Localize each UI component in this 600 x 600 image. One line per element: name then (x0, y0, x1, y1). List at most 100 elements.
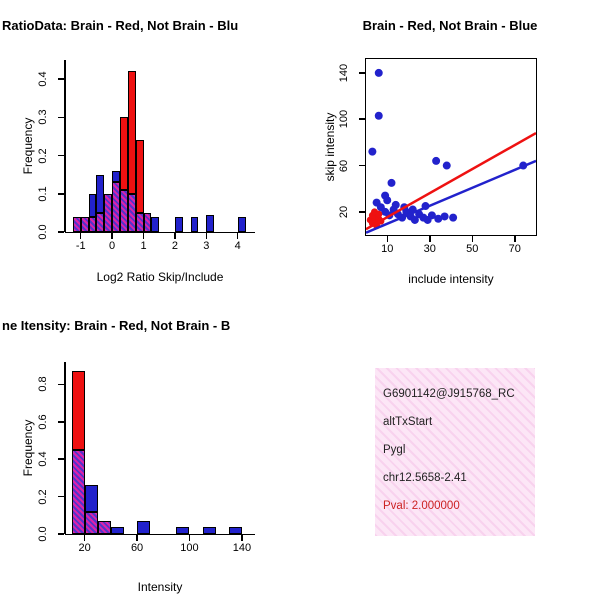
not-brain-point (374, 68, 383, 77)
x-tick-label: 4 (234, 240, 241, 252)
x-tick-mark (111, 233, 113, 239)
y-tick-label: 0.8 (36, 376, 49, 393)
not-brain-point (383, 196, 392, 205)
y-tick-label: 0.4 (36, 71, 49, 87)
hist-bar-overlap (97, 520, 111, 534)
hist-bar (137, 520, 151, 534)
x-tick-label: 2 (171, 240, 178, 252)
y-tick-mark (58, 533, 64, 535)
hist-bar (237, 216, 246, 232)
x-axis-label: Intensity (137, 580, 183, 594)
scatter-svg (366, 68, 536, 234)
not-brain-point (440, 212, 449, 221)
hist-bar (228, 527, 242, 534)
x-axis-label: include intensity (408, 272, 494, 286)
info-box: G6901142@J915768_RC altTxStart Pygl chr1… (375, 368, 535, 536)
y-axis-label: Frequency (21, 117, 35, 175)
hist-bar (84, 485, 98, 512)
hist-bar (151, 216, 160, 232)
x-tick-label: 0 (109, 240, 116, 252)
y-tick-label: 0.2 (36, 488, 49, 505)
y-tick-label: 0.1 (36, 186, 49, 202)
hist-bar (202, 527, 216, 534)
x-tick-mark (429, 236, 431, 242)
hist-bar-overlap (104, 193, 113, 232)
hist-bar (88, 193, 97, 217)
y-tick-mark (58, 383, 64, 386)
hist-bar (71, 371, 85, 450)
hist-bar (96, 174, 105, 213)
y-tick-label: 0.2 (36, 147, 49, 164)
y-axis-line (64, 60, 66, 232)
hist-bar-overlap (72, 216, 81, 232)
hist-bar (206, 214, 215, 232)
x-tick-mark (79, 233, 82, 239)
not-brain-point (427, 211, 436, 220)
y-tick-label: 60 (337, 159, 350, 172)
x-tick-mark (136, 535, 138, 541)
y-tick-mark (58, 116, 64, 119)
x-tick-mark (205, 233, 208, 239)
info-line-pval: Pval: 2.000000 (383, 500, 460, 512)
x-tick-mark (241, 535, 243, 541)
not-brain-point (434, 214, 443, 223)
y-tick-label: 0.4 (36, 451, 49, 467)
x-tick-label: 10 (381, 243, 394, 255)
hist-bar-overlap (112, 182, 120, 232)
chart-title: ne Itensity: Brain - Red, Not Brain - B (2, 318, 231, 333)
not-brain-point (432, 156, 441, 165)
x-axis-label: Log2 Ratio Skip/Include (96, 270, 224, 284)
not-brain-point (410, 215, 419, 224)
not-brain-point (442, 161, 451, 170)
y-tick-mark (58, 78, 64, 80)
hist-bar-overlap (80, 216, 89, 232)
plot-area-ratio-histogram: -1 0 1 2 3 4 0.0 0.1 0.2 0.3 0.4 (37, 60, 255, 252)
hist-bar (176, 527, 190, 534)
x-tick-mark (188, 535, 191, 541)
panel-scatter: Brain - Red, Not Brain - Blue skip inten… (300, 0, 600, 300)
x-tick-label: 50 (466, 243, 479, 255)
hist-bar (119, 117, 128, 190)
y-tick-mark (58, 154, 64, 157)
hist-bar (174, 216, 183, 232)
hist-bar (135, 140, 144, 213)
plot-area-gene-histogram: 20 60 100 140 0.0 0.2 0.4 0.6 0.8 (37, 362, 255, 554)
x-tick-label: 140 (232, 542, 252, 554)
x-axis-line (65, 231, 255, 233)
x-tick-label: 20 (78, 542, 91, 554)
x-tick-mark (236, 233, 239, 239)
y-tick-mark (359, 164, 365, 167)
hist-bar (190, 216, 199, 232)
red-fit-line (366, 132, 536, 231)
not-brain-point (387, 178, 396, 187)
plot-area-scatter: 10 30 50 70 20 60 100 140 (338, 58, 537, 255)
x-tick-label: 70 (508, 243, 521, 255)
y-axis-line (64, 362, 66, 534)
hist-bar-overlap (84, 511, 98, 534)
y-tick-mark (359, 72, 365, 74)
y-tick-mark (359, 211, 365, 213)
info-line-gene: Pygl (383, 444, 406, 456)
y-tick-label: 0.0 (36, 526, 49, 542)
x-tick-mark (514, 236, 516, 242)
hist-bar (127, 71, 136, 194)
info-line-event-type: altTxStart (383, 416, 433, 428)
y-tick-label: 0.0 (36, 224, 49, 240)
hist-bar (112, 170, 120, 183)
x-tick-mark (174, 233, 176, 239)
y-tick-label: 0.3 (36, 109, 49, 125)
x-tick-label: 100 (180, 542, 199, 554)
not-brain-point (391, 200, 400, 209)
brain-point (375, 210, 383, 218)
y-tick-label: 20 (337, 205, 350, 218)
panel-ratio-histogram: RatioData: Brain - Red, Not Brain - Blu … (0, 0, 300, 300)
not-brain-point (368, 147, 377, 156)
hist-bar-overlap (88, 216, 97, 232)
hist-bar-overlap (143, 212, 152, 232)
not-brain-point (374, 111, 383, 120)
blue-fit-line (366, 159, 536, 234)
y-tick-mark (58, 421, 64, 423)
hist-bar-overlap (127, 193, 136, 232)
hist-bar-overlap (135, 212, 144, 232)
